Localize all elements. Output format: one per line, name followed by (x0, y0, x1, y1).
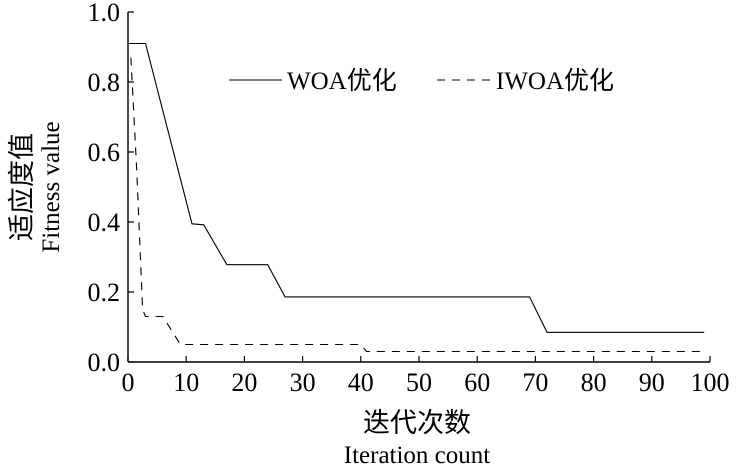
y-tick-label: 0.6 (88, 138, 121, 167)
x-tick-label: 70 (522, 368, 548, 397)
x-tick-label: 80 (581, 368, 607, 397)
legend: WOA优化 IWOA优化 (229, 67, 614, 95)
x-tick-label: 90 (639, 368, 665, 397)
x-tick-label: 50 (406, 368, 432, 397)
y-tick-label: 0.4 (88, 208, 121, 237)
x-axis-label-en: Iteration count (344, 442, 491, 466)
legend-label-woa: WOA优化 (287, 67, 397, 95)
plot-area: 0 10 20 30 40 50 60 70 80 90 100 0.0 0.2 0.4 0.6 0.8 1.… (88, 0, 730, 397)
x-tick-label: 100 (691, 368, 730, 397)
legend-label-iwoa: IWOA优化 (496, 67, 614, 95)
x-tick-label: 20 (231, 368, 257, 397)
y-tick-label: 0.0 (88, 348, 121, 377)
x-axis-label-cn: 迭代次数 (363, 408, 471, 439)
series-line-woa (128, 42, 705, 333)
y-tick-label: 0.8 (88, 68, 121, 97)
x-ticks: 0 10 20 30 40 50 60 70 80 90 100 (122, 356, 730, 397)
series-line-iwoa (130, 57, 705, 353)
x-tick-label: 40 (348, 368, 374, 397)
x-tick-label: 10 (173, 368, 199, 397)
series-layer (128, 42, 705, 353)
y-tick-label: 0.2 (88, 278, 121, 307)
y-ticks: 0.0 0.2 0.4 0.6 0.8 1.0 (88, 0, 134, 377)
x-tick-label: 60 (464, 368, 490, 397)
y-axis-label-cn: 适应度值 (7, 133, 38, 241)
y-axis-label-en: Fitness value (38, 121, 65, 252)
x-tick-label: 30 (290, 368, 316, 397)
x-tick-label: 0 (122, 368, 135, 397)
y-tick-label: 1.0 (88, 0, 121, 27)
